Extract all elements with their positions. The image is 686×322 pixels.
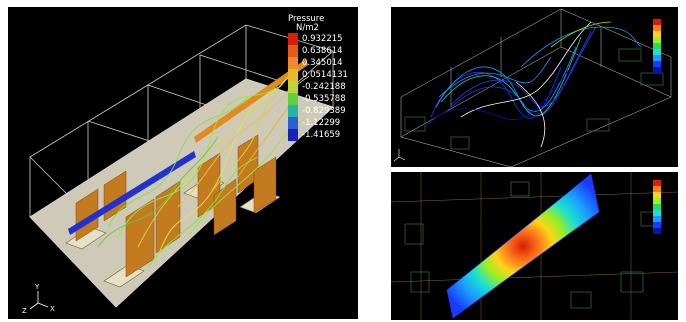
velocity-streamlines bbox=[425, 21, 642, 148]
room-floor bbox=[29, 78, 334, 308]
axis-triad bbox=[393, 149, 406, 162]
legend-value: -1.41659 bbox=[302, 130, 340, 140]
room-wireframe bbox=[400, 8, 672, 167]
velocity-streamline-viewport[interactable] bbox=[391, 7, 678, 167]
legend-value: -0.242188 bbox=[302, 82, 346, 92]
legend-value: 0.638614 bbox=[302, 46, 343, 56]
legend-title: Pressure bbox=[288, 14, 324, 24]
legend-value: -1.12299 bbox=[302, 118, 340, 128]
supply-duct bbox=[68, 151, 196, 235]
temperature-contour-plane bbox=[446, 173, 600, 319]
return-duct bbox=[194, 59, 308, 143]
axis-label-y: Y bbox=[34, 283, 40, 291]
axis-triad: Y X Z bbox=[22, 283, 55, 315]
temperature-legend bbox=[653, 180, 661, 234]
cabinet-racks bbox=[404, 48, 664, 150]
velocity-legend bbox=[653, 19, 661, 73]
legend-value: 0.932215 bbox=[302, 34, 343, 44]
axis-label-z: Z bbox=[22, 307, 27, 315]
legend-value: 0.345014 bbox=[302, 58, 343, 68]
legend-value: -0.535788 bbox=[302, 94, 346, 104]
temperature-plane-viewport[interactable] bbox=[391, 172, 678, 320]
cabinet-racks bbox=[404, 181, 662, 309]
legend-value: -0.829389 bbox=[302, 106, 346, 116]
streamlines bbox=[97, 66, 309, 268]
partitions bbox=[75, 134, 277, 278]
pressure-legend: Pressure N/m2 0.932215 0.638614 0.345014… bbox=[288, 14, 348, 141]
pressure-streamline-viewport[interactable]: Pressure N/m2 0.932215 0.638614 0.345014… bbox=[8, 7, 358, 319]
legend-units: N/m2 bbox=[296, 23, 319, 33]
legend-value: 0.0514131 bbox=[302, 70, 348, 80]
axis-label-x: X bbox=[50, 305, 55, 313]
